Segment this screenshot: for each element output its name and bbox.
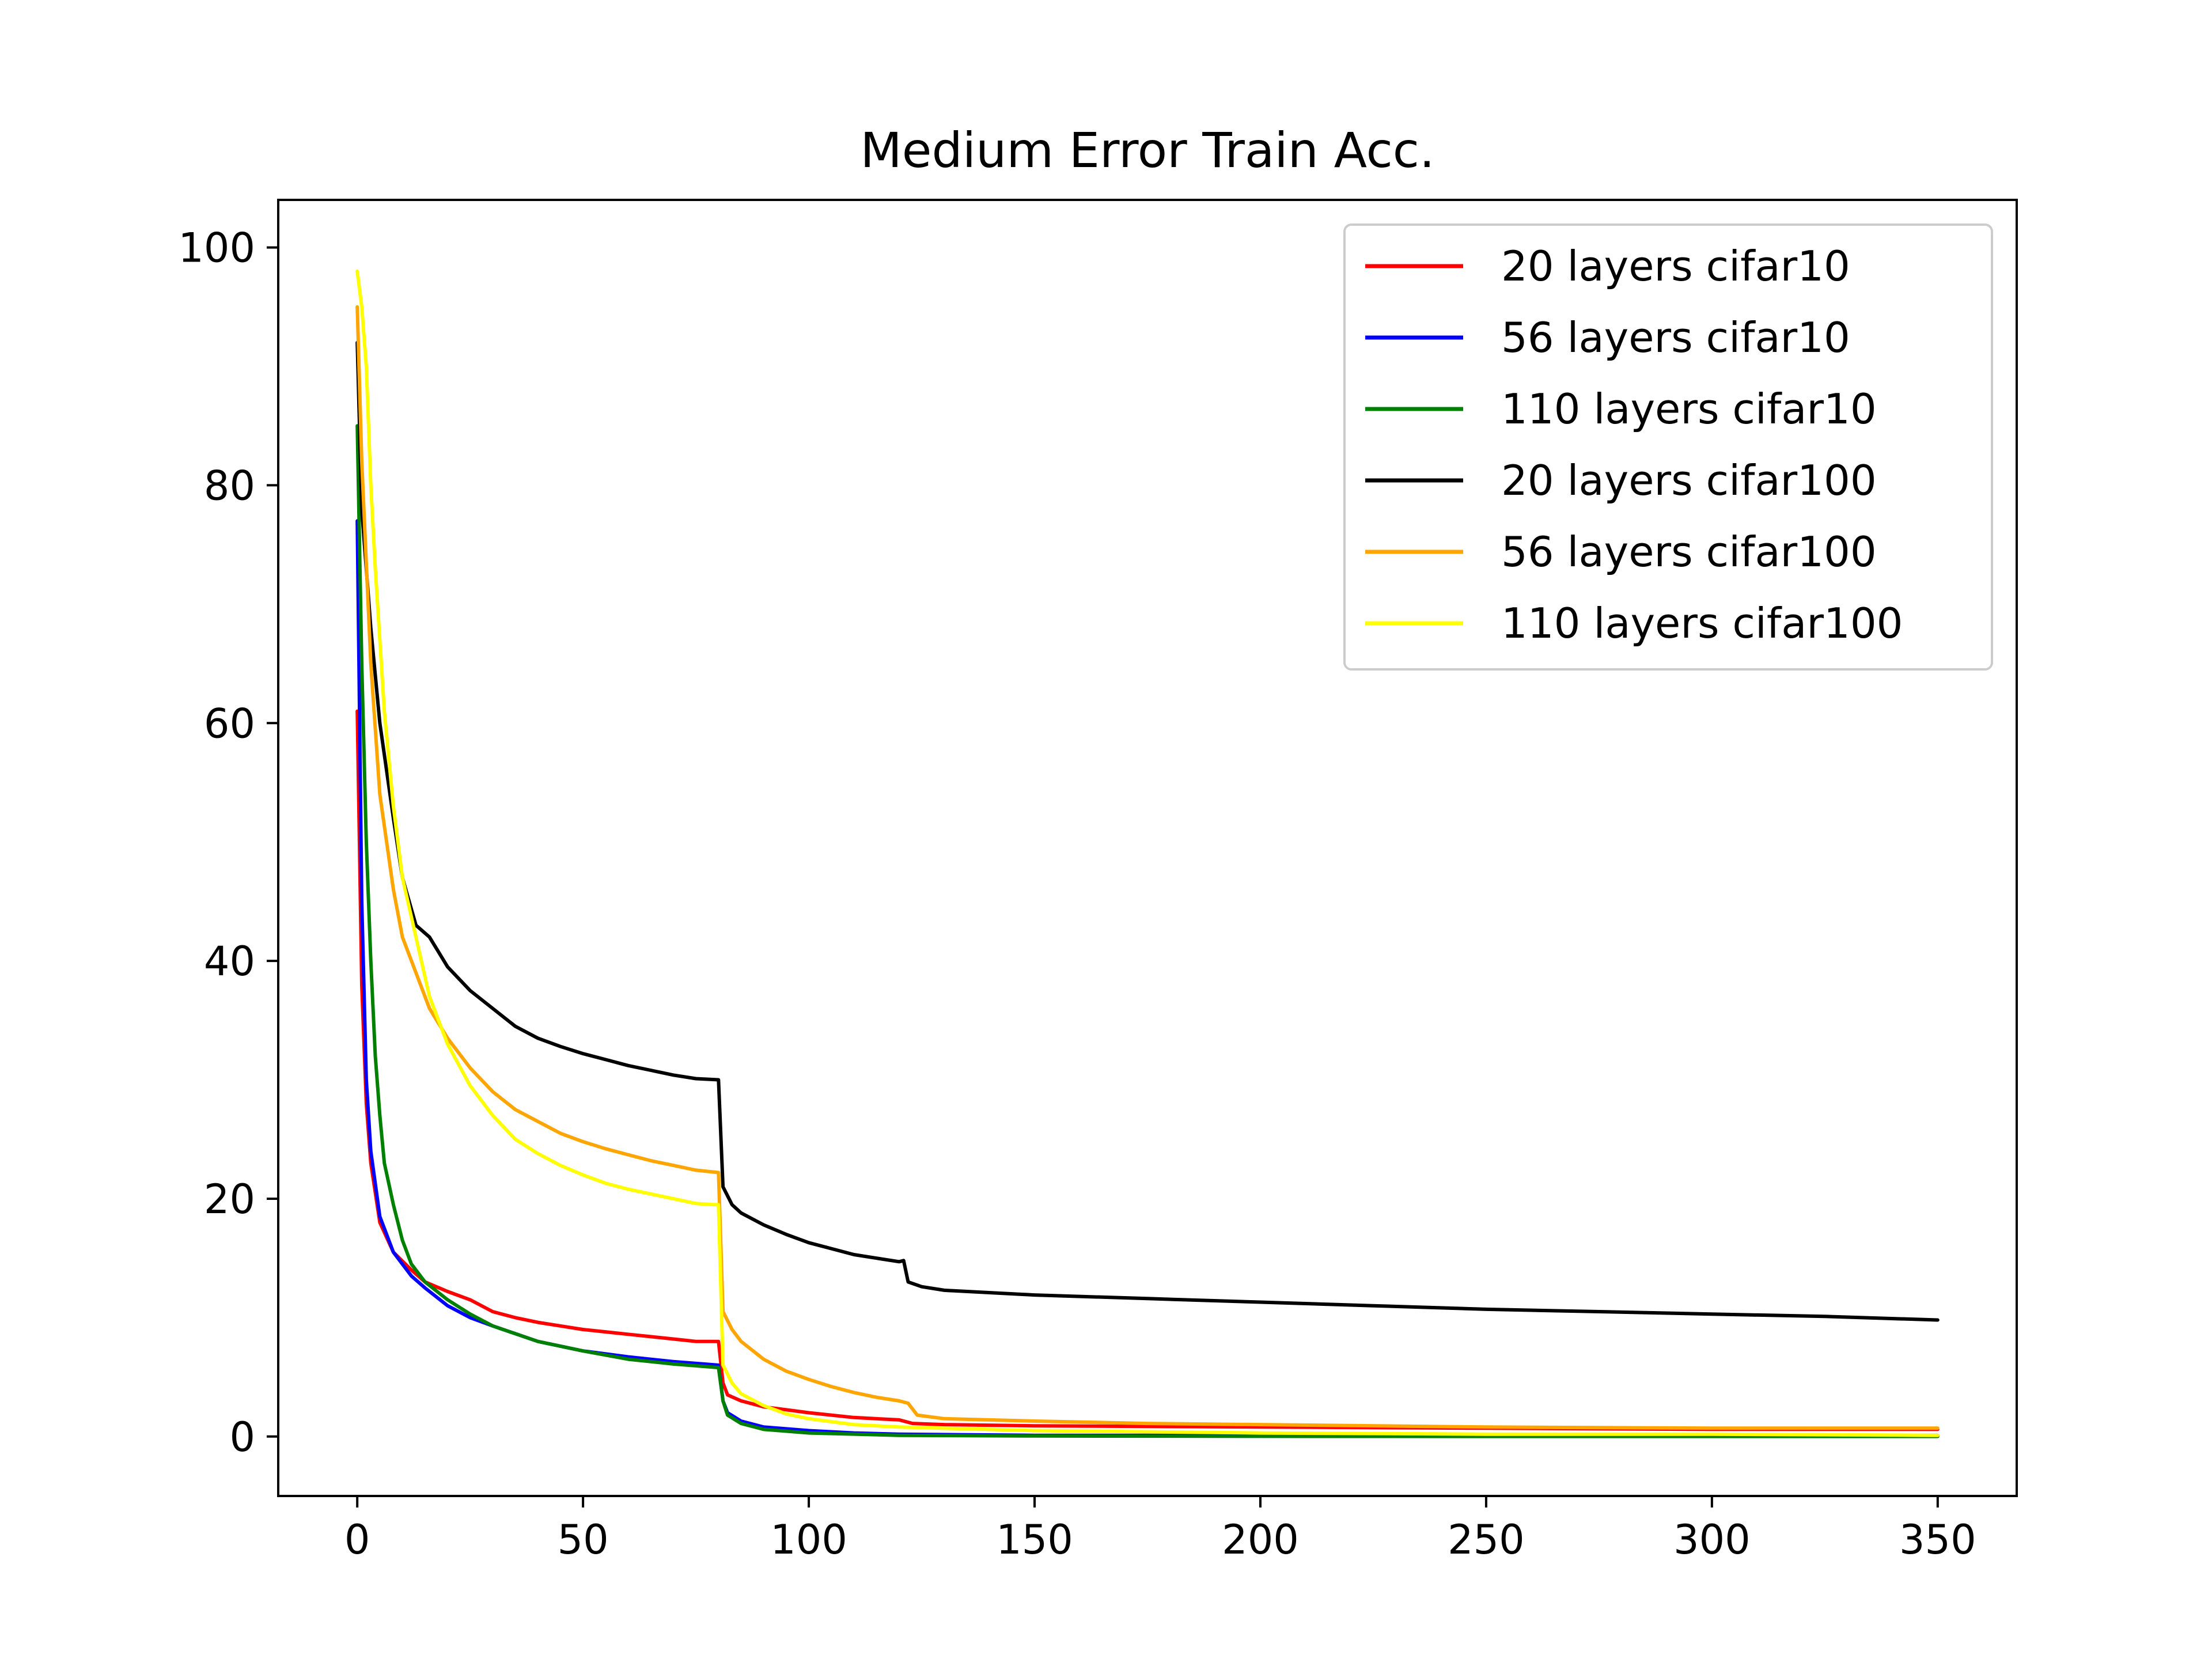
series-line-4 — [355, 340, 1940, 1322]
series-line-6 — [355, 269, 1940, 1437]
x-tick-label: 200 — [1222, 1516, 1299, 1563]
series-line-5 — [355, 305, 1940, 1430]
y-tick-label: 60 — [204, 700, 255, 747]
x-tick-label: 350 — [1899, 1516, 1976, 1563]
plot-frame — [277, 199, 2018, 1497]
chart-title: Medium Error Train Acc. — [860, 122, 1434, 179]
legend-label: 56 layers cifar10 — [1501, 313, 1850, 362]
legend-label: 20 layers cifar100 — [1501, 456, 1877, 505]
legend-label: 110 layers cifar10 — [1501, 385, 1877, 433]
x-tick-label: 0 — [344, 1516, 370, 1563]
axis-layer: 0 50 100 150 200 250 300 350 0 20 40 60 80 100 — [178, 225, 1976, 1563]
series-line-1 — [355, 709, 1940, 1431]
legend-label: 110 layers cifar100 — [1501, 599, 1903, 647]
x-tick-label: 300 — [1673, 1516, 1751, 1563]
legend: 20 layers cifar10 56 layers cifar10 110 la… — [1343, 224, 1993, 671]
y-tick-label: 100 — [178, 225, 255, 272]
x-tick-label: 100 — [770, 1516, 847, 1563]
x-tick-label: 150 — [996, 1516, 1073, 1563]
y-tick-label: 0 — [229, 1414, 255, 1461]
x-tick-label: 50 — [558, 1516, 609, 1563]
y-tick-label: 20 — [204, 1176, 255, 1223]
y-tick-label: 80 — [204, 462, 255, 509]
legend-frame — [1343, 224, 1993, 671]
series-layer — [355, 269, 1940, 1438]
x-tick-label: 250 — [1448, 1516, 1525, 1563]
y-tick-label: 40 — [204, 938, 255, 985]
legend-label: 20 layers cifar10 — [1501, 242, 1850, 290]
series-line-3 — [355, 424, 1940, 1438]
legend-label: 56 layers cifar100 — [1501, 528, 1877, 576]
